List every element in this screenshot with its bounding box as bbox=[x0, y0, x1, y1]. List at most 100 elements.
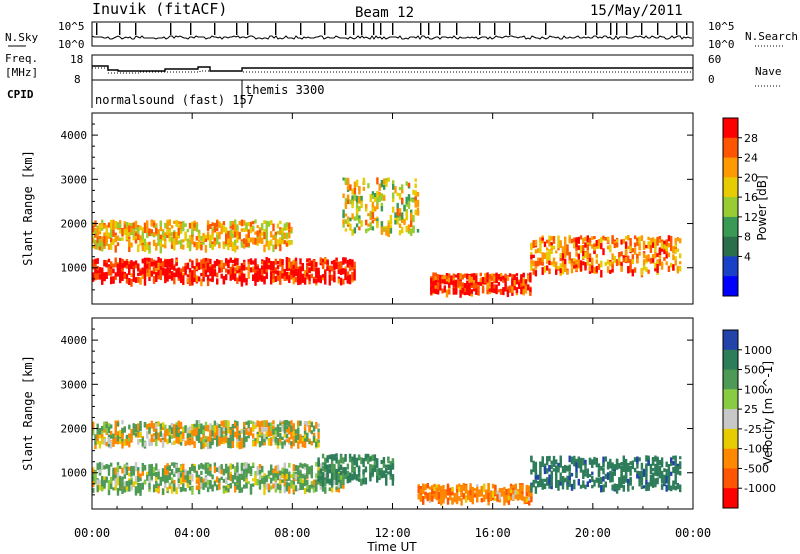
heatmap-cell bbox=[290, 425, 293, 432]
heatmap-cell bbox=[579, 266, 583, 271]
heatmap-cell bbox=[534, 486, 538, 494]
heatmap-cell bbox=[240, 241, 244, 248]
heatmap-cell bbox=[532, 254, 535, 258]
heatmap-cell bbox=[193, 428, 196, 437]
heatmap-cell bbox=[364, 455, 368, 460]
heatmap-cell bbox=[191, 232, 194, 239]
heatmap-cell bbox=[561, 246, 565, 254]
heatmap-cell bbox=[211, 274, 214, 281]
heatmap-cell bbox=[638, 471, 641, 477]
heatmap-cell bbox=[631, 486, 634, 490]
heatmap-cell bbox=[173, 462, 176, 468]
heatmap-cell bbox=[128, 261, 131, 266]
heatmap-cell bbox=[509, 489, 513, 494]
heatmap-cell bbox=[110, 224, 113, 233]
noise-sky-label: N.Sky bbox=[5, 31, 38, 44]
heatmap-cell bbox=[270, 464, 273, 470]
heatmap-cell bbox=[150, 261, 153, 265]
heatmap-cell bbox=[231, 224, 235, 230]
heatmap-cell bbox=[475, 288, 478, 295]
heatmap-cell bbox=[128, 239, 131, 247]
heatmap-cell bbox=[240, 277, 244, 282]
noise-left-tick-bottom: 10^0 bbox=[58, 38, 85, 51]
heatmap-cell bbox=[123, 474, 126, 479]
noise-spike bbox=[380, 23, 382, 35]
heatmap-cell bbox=[398, 214, 402, 221]
heatmap-cell bbox=[482, 483, 486, 491]
heatmap-cell bbox=[376, 191, 379, 198]
heatmap-cell bbox=[116, 268, 120, 273]
heatmap-cell bbox=[236, 421, 239, 428]
heatmap-cell bbox=[276, 275, 280, 281]
heatmap-cell bbox=[387, 222, 390, 230]
heatmap-cell bbox=[164, 232, 167, 238]
heatmap-cell bbox=[611, 471, 614, 477]
heatmap-cell bbox=[188, 431, 192, 437]
heatmap-cell bbox=[342, 457, 345, 464]
heatmap-cell bbox=[249, 267, 253, 273]
heatmap-cell bbox=[633, 457, 637, 462]
heatmap-cell bbox=[188, 258, 192, 263]
heatmap-cell bbox=[265, 220, 268, 227]
heatmap-cell bbox=[225, 427, 228, 436]
heatmap-cell bbox=[523, 497, 526, 501]
heatmap-cell bbox=[288, 257, 291, 264]
heatmap-cell bbox=[229, 269, 232, 275]
heatmap-cell bbox=[168, 219, 171, 226]
heatmap-cell bbox=[458, 496, 461, 501]
heatmap-cell bbox=[128, 232, 131, 237]
heatmap-cell bbox=[139, 236, 142, 243]
heatmap-cell bbox=[434, 280, 437, 286]
heatmap-cell bbox=[333, 454, 336, 461]
colorbar-swatch bbox=[723, 448, 738, 469]
heatmap-cell bbox=[128, 228, 131, 237]
heatmap-cell bbox=[285, 436, 289, 443]
range-tick-label: 1000 bbox=[61, 262, 88, 275]
heatmap-cell bbox=[568, 467, 571, 472]
heatmap-cell bbox=[665, 484, 668, 492]
heatmap-cell bbox=[213, 420, 217, 429]
heatmap-cell bbox=[654, 245, 657, 252]
heatmap-cell bbox=[229, 224, 232, 229]
heatmap-cell bbox=[328, 454, 331, 460]
heatmap-cell bbox=[529, 272, 532, 280]
heatmap-cell bbox=[270, 239, 273, 246]
date-title: 15/May/2011 bbox=[590, 3, 683, 19]
heatmap-cell bbox=[234, 482, 237, 487]
heatmap-cell bbox=[134, 424, 138, 432]
heatmap-cell bbox=[306, 485, 309, 489]
heatmap-cell bbox=[150, 258, 153, 262]
heatmap-cell bbox=[573, 265, 576, 269]
heatmap-cell bbox=[94, 434, 97, 441]
heatmap-cell bbox=[645, 255, 648, 262]
heatmap-cell bbox=[96, 234, 99, 238]
heatmap-cell bbox=[595, 254, 598, 258]
heatmap-cell bbox=[539, 470, 542, 479]
heatmap-cell bbox=[521, 494, 524, 498]
heatmap-cell bbox=[550, 478, 553, 487]
heatmap-cell bbox=[674, 259, 677, 266]
heatmap-cell bbox=[656, 253, 659, 258]
heatmap-cell bbox=[276, 469, 280, 476]
heatmap-cell bbox=[520, 276, 523, 281]
heatmap-cell bbox=[114, 431, 117, 436]
heatmap-cell bbox=[301, 266, 304, 272]
heatmap-cell bbox=[231, 464, 235, 469]
heatmap-cell bbox=[152, 469, 156, 474]
heatmap-cell bbox=[353, 471, 356, 480]
heatmap-cell bbox=[649, 475, 653, 483]
heatmap-cell bbox=[107, 437, 111, 444]
heatmap-cell bbox=[317, 271, 320, 279]
heatmap-cell bbox=[344, 469, 347, 477]
heatmap-cell bbox=[670, 462, 673, 466]
heatmap-cell bbox=[279, 242, 282, 246]
heatmap-cell bbox=[166, 438, 169, 445]
noise-spike bbox=[641, 23, 643, 35]
heatmap-cell bbox=[532, 465, 535, 473]
heatmap-cell bbox=[358, 196, 361, 204]
heatmap-cell bbox=[355, 474, 359, 481]
heatmap-cell bbox=[103, 465, 106, 470]
heatmap-cell bbox=[591, 471, 594, 475]
heatmap-cell bbox=[344, 266, 347, 270]
heatmap-cell bbox=[371, 226, 375, 231]
